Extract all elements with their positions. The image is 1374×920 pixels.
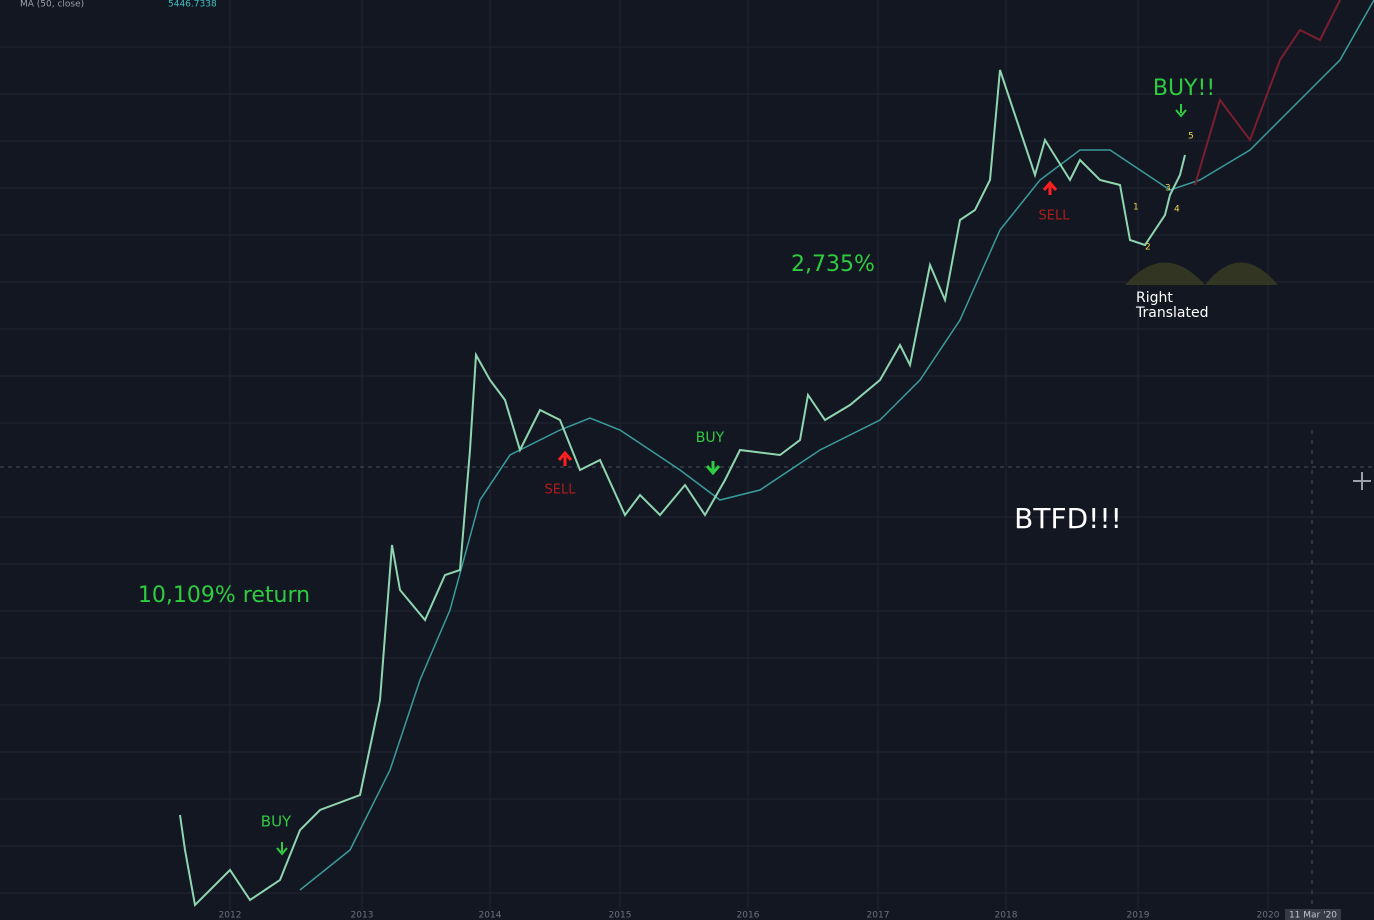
cycle-humps xyxy=(1125,262,1278,285)
wave-number: 2 xyxy=(1145,243,1151,253)
cursor xyxy=(1353,472,1371,490)
wave-number: 5 xyxy=(1188,132,1194,142)
sell-label: SELL xyxy=(1039,209,1071,224)
date-label: 11 Mar '20 xyxy=(1289,911,1337,920)
buy-arrow xyxy=(276,842,288,856)
cycle-label: Right xyxy=(1136,290,1173,306)
x-axis-label: 2013 xyxy=(351,911,374,920)
wave-number: 1 xyxy=(1133,203,1139,213)
price xyxy=(179,69,1186,908)
return-label: 2,735% xyxy=(791,252,875,277)
wave-number: 4 xyxy=(1174,205,1180,215)
x-axis-label: 2020 xyxy=(1257,911,1280,920)
buy-label: BUY!! xyxy=(1153,76,1215,101)
btfd-label: BTFD!!! xyxy=(1014,502,1122,535)
x-axis-label: 2019 xyxy=(1127,911,1150,920)
buy-arrow xyxy=(705,461,721,476)
buy-arrow xyxy=(1175,104,1187,118)
x-axis-label: 2014 xyxy=(479,911,502,920)
cycle-label: Translated xyxy=(1135,305,1208,321)
sell-arrow xyxy=(557,450,573,466)
projection xyxy=(1194,0,1341,186)
indicator-value: 5446.7338 xyxy=(168,0,217,10)
date-badge xyxy=(1285,909,1341,920)
indicator: MA (50, close) xyxy=(20,0,84,10)
buy-label: BUY xyxy=(696,430,725,446)
wave-number: 3 xyxy=(1165,184,1171,194)
x-axis-label: 2016 xyxy=(737,911,760,920)
annotations: MA (50, close) 5446.7338 BUY 10,109% ret… xyxy=(20,0,1215,856)
sell-label: SELL xyxy=(545,483,577,498)
x-axis-label: 2018 xyxy=(995,911,1018,920)
x-axis-label: 2015 xyxy=(609,911,632,920)
x-axis: 2012 2013 2014 2015 2016 2017 2018 2019 … xyxy=(219,909,1341,920)
buy-label: BUY xyxy=(261,813,292,831)
x-axis-label: 2017 xyxy=(867,911,890,920)
x-axis-label: 2012 xyxy=(219,911,242,920)
sell-arrow xyxy=(1042,180,1058,195)
moving-average xyxy=(299,0,1374,891)
return-label: 10,109% return xyxy=(138,583,310,608)
